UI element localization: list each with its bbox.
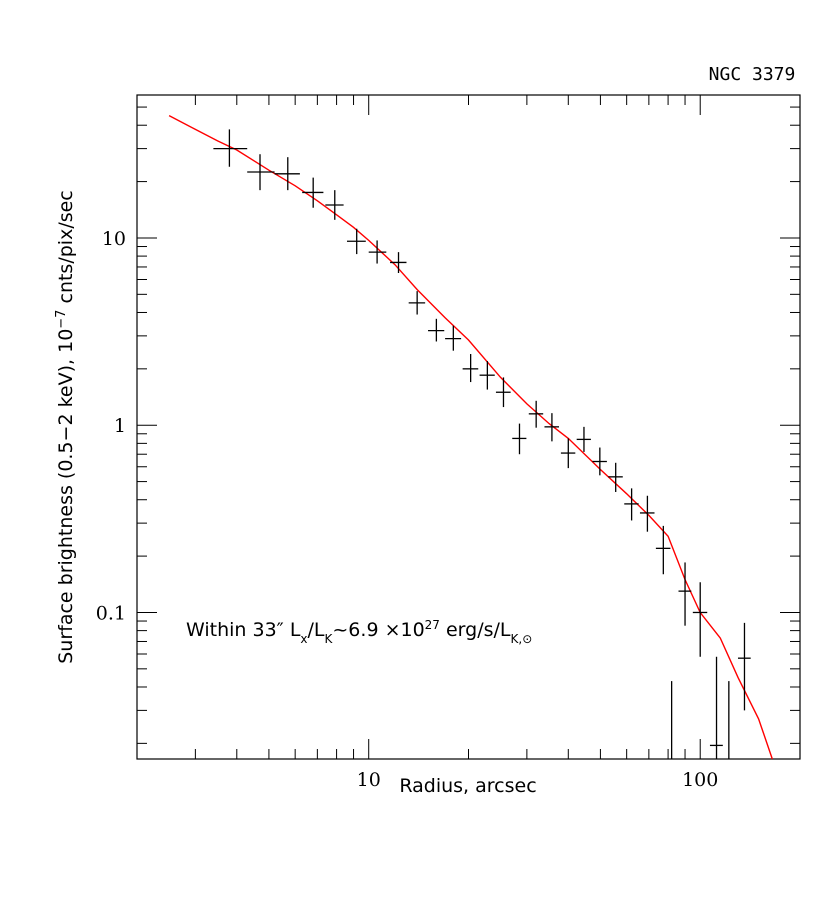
data-point — [445, 325, 462, 351]
data-point — [213, 129, 248, 167]
data-point — [390, 252, 407, 273]
data-point — [274, 157, 300, 191]
data-point — [462, 354, 479, 383]
axis-ticks — [136, 95, 801, 759]
y-tick-label: 0.1 — [96, 602, 126, 624]
data-point — [624, 488, 639, 521]
annotation-text-2: /L — [308, 619, 325, 641]
plot-frame — [136, 94, 801, 760]
data-point — [576, 426, 591, 452]
annotation-text-4: erg/s/L — [440, 619, 511, 641]
annotation-sub-x: x — [300, 632, 307, 646]
data-point — [247, 154, 275, 191]
annotation-text-3: ~6.9 ×10 — [332, 619, 424, 641]
data-point — [737, 622, 751, 711]
y-axis-label: Surface brightness (0.5−2 keV), 10−7 cnt… — [54, 190, 78, 664]
data-point — [639, 495, 655, 532]
data-point — [560, 438, 576, 469]
data-point — [346, 228, 366, 255]
data-point — [692, 582, 708, 657]
data-point — [408, 291, 426, 315]
y-tick-label: 1 — [114, 415, 126, 437]
data-point — [428, 318, 445, 342]
data-point — [495, 377, 511, 408]
data-point — [592, 447, 607, 476]
data-point — [325, 190, 344, 220]
x-axis-label: Radius, arcsec — [399, 775, 536, 797]
annotation-exponent: 27 — [425, 618, 440, 632]
chart-title: NGC 3379 — [709, 64, 796, 85]
data-points — [213, 129, 751, 759]
x-tick-label: 10 — [357, 769, 381, 791]
data-point — [544, 413, 559, 442]
luminosity-annotation: Within 33″ Lx/LK~6.9 ×1027 erg/s/LK,⊙ — [186, 618, 532, 646]
tick-labels: 10 100 0.1 1 10 — [96, 228, 719, 791]
data-point — [655, 525, 671, 575]
data-point — [608, 462, 623, 492]
data-point — [368, 240, 387, 264]
model-curve — [168, 114, 773, 760]
data-point — [479, 361, 495, 390]
annotation-sub-ksun: K,⊙ — [511, 632, 533, 646]
annotation-sub-k: K — [325, 632, 334, 646]
annotation-text-1: Within 33″ L — [186, 619, 301, 641]
data-point — [512, 423, 527, 455]
y-axis-label-units: cnts/pix/sec — [55, 190, 77, 309]
data-point — [302, 177, 324, 208]
y-tick-label: 10 — [102, 228, 126, 250]
data-point — [528, 400, 544, 428]
data-point — [678, 562, 692, 626]
y-axis-label-main: Surface brightness (0.5−2 keV), 10 — [55, 329, 77, 664]
y-axis-label-exponent: −7 — [54, 310, 69, 329]
data-point — [709, 656, 723, 759]
x-tick-label: 100 — [682, 769, 718, 791]
